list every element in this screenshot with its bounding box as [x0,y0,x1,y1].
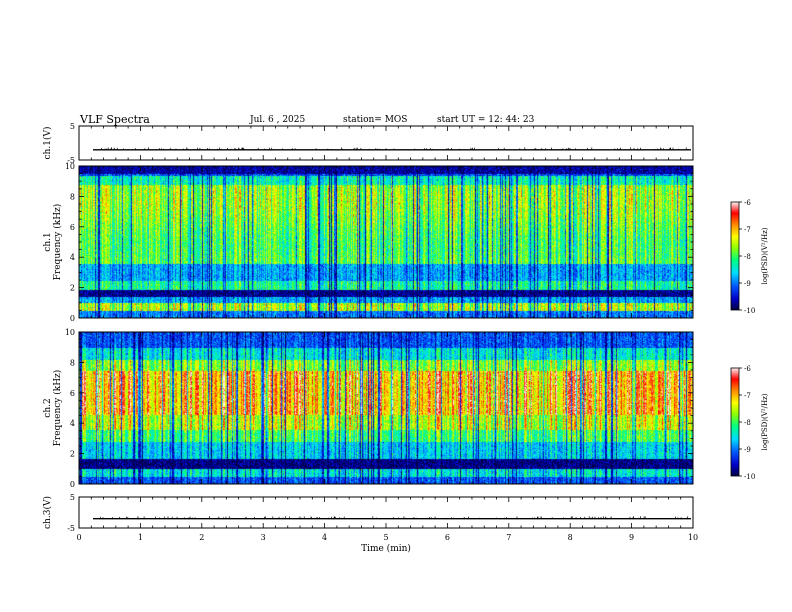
colorbar-tick-label: -8 [744,253,751,261]
panel-frame-2 [78,165,694,319]
colorbar-frame [730,201,740,311]
x-axis-label: Time (min) [361,543,411,554]
ch2-colorbar [731,368,739,476]
colorbar-frame [730,367,740,477]
y-tick-label: 8 [70,358,75,367]
panel-channel-label: ch.1 [43,232,53,251]
date-label: Jul. 6 , 2025 [250,115,306,125]
frequency-axis-label: Frequency (kHz) [52,204,63,281]
colorbar-tick-label: -7 [744,392,751,400]
y-tick-label: -5 [67,156,75,165]
y-tick-label: 10 [65,162,75,171]
colorbar-label: log(PSD)(V²/Hz) [761,227,769,284]
colorbar-tick-label: -10 [744,473,755,481]
x-tick-label: 8 [568,533,573,542]
y-tick-label: 2 [70,450,75,459]
x-tick-label: 6 [445,533,450,542]
x-tick-label: 9 [629,533,634,542]
x-tick-label: 0 [76,533,81,542]
panel-frame-3 [78,331,694,485]
x-tick-label: 3 [261,533,266,542]
colorbar-tick-label: -6 [744,199,751,207]
colorbar-tick-label: -9 [744,280,751,288]
colorbar-tick-label: -10 [744,307,755,315]
frequency-axis-label: Frequency (kHz) [52,370,63,447]
waveform-axis-label: ch.1(V) [42,127,53,160]
x-tick-label: 4 [322,533,327,542]
y-tick-label: 5 [70,493,75,502]
station-label: station= MOS [343,115,408,125]
colorbar-label: log(PSD)(V²/Hz) [761,393,769,450]
panel-frame-1 [78,125,694,161]
y-tick-label: 6 [70,223,75,232]
colorbar-tick-label: -6 [744,365,751,373]
ch2-spectrogram [79,332,693,484]
x-tick-label: 7 [506,533,511,542]
y-tick-label: 8 [70,192,75,201]
y-tick-label: 2 [70,284,75,293]
start-ut-label: start UT = 12: 44: 23 [437,115,535,125]
y-tick-label: -5 [67,524,75,533]
waveform-spikes [100,516,689,520]
y-tick-label: 4 [70,253,75,262]
y-tick-label: 0 [70,314,75,323]
ch1-colorbar [731,202,739,310]
y-tick-label: 4 [70,419,75,428]
y-tick-label: 0 [70,480,75,489]
colorbar-tick-label: -8 [744,419,751,427]
y-tick-label: 5 [70,122,75,131]
chart-title: VLF Spectra [80,113,150,126]
x-tick-label: 2 [199,533,204,542]
x-tick-label: 10 [688,533,698,542]
waveform-spikes [101,147,687,151]
x-tick-label: 1 [138,533,143,542]
colorbar-tick-label: -7 [744,226,751,234]
y-tick-label: 10 [65,328,75,337]
panel-channel-label: ch.2 [43,398,53,417]
waveform-axis-label: ch.3(V) [42,496,53,529]
ch1-spectrogram [79,166,693,318]
x-tick-label: 5 [383,533,388,542]
y-tick-label: 6 [70,389,75,398]
colorbar-tick-label: -9 [744,446,751,454]
